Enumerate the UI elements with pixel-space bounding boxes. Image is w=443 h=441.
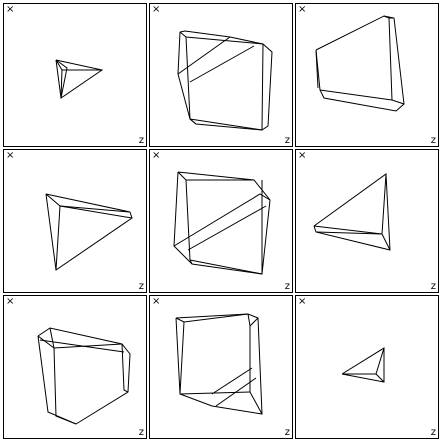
edge: [188, 206, 266, 250]
wireframe-8: [150, 296, 293, 439]
edge: [262, 44, 263, 130]
edge: [342, 348, 384, 382]
edge: [38, 328, 130, 424]
z-axis-label: z: [139, 427, 144, 438]
z-axis-label: z: [139, 281, 144, 292]
edge: [54, 348, 76, 424]
z-axis-label: z: [285, 281, 290, 292]
edge: [190, 260, 262, 274]
panel-7[interactable]: × z: [3, 295, 147, 439]
edge: [212, 368, 252, 394]
wireframe-5: [150, 150, 293, 293]
edge: [382, 174, 386, 234]
panel-6[interactable]: × z: [295, 149, 439, 293]
edge: [56, 60, 102, 98]
panel-1[interactable]: × z: [3, 3, 147, 147]
edge: [56, 206, 60, 270]
edge: [176, 314, 248, 322]
z-axis-label: z: [139, 135, 144, 146]
wireframe-3: [296, 4, 439, 147]
edge: [122, 344, 128, 392]
panel-4[interactable]: × z: [3, 149, 147, 293]
panel-8[interactable]: × z: [149, 295, 293, 439]
wireframe-2: [150, 4, 293, 147]
wireframe-1: [4, 4, 147, 147]
wireframe-7: [4, 296, 147, 439]
z-axis-label: z: [431, 281, 436, 292]
wireframe-6: [296, 150, 439, 293]
edge: [176, 314, 262, 414]
z-axis-label: z: [285, 427, 290, 438]
edge: [190, 46, 254, 82]
panel-9[interactable]: × z: [295, 295, 439, 439]
wireframe-9: [296, 296, 439, 439]
edge: [186, 180, 192, 264]
z-axis-label: z: [431, 427, 436, 438]
wireframe-4: [4, 150, 147, 293]
panel-3[interactable]: × z: [295, 3, 439, 147]
edge: [60, 206, 132, 218]
edge: [314, 174, 390, 250]
edge: [180, 31, 272, 130]
z-axis-label: z: [431, 135, 436, 146]
panel-5[interactable]: × z: [149, 149, 293, 293]
z-axis-label: z: [285, 135, 290, 146]
edge: [384, 16, 392, 100]
panel-2[interactable]: × z: [149, 3, 293, 147]
edge: [180, 322, 184, 394]
